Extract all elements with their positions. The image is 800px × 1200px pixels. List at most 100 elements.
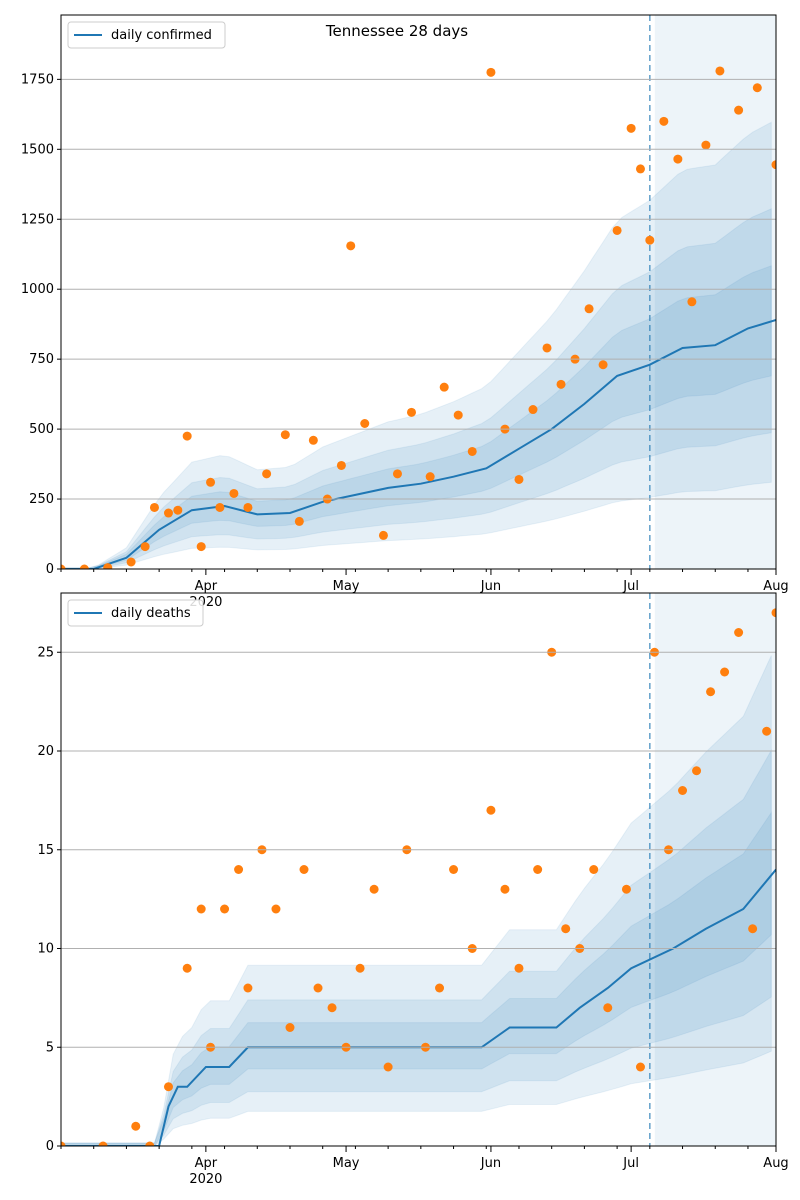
data-point bbox=[734, 105, 744, 115]
data-point bbox=[313, 983, 323, 993]
y-tick-label: 0 bbox=[46, 562, 54, 577]
data-point bbox=[626, 123, 636, 133]
uncertainty-band bbox=[61, 655, 772, 1146]
data-point bbox=[79, 564, 89, 569]
data-point bbox=[182, 963, 192, 973]
data-point bbox=[271, 904, 281, 914]
axes-frame bbox=[60, 14, 777, 570]
legend-label: daily confirmed bbox=[111, 28, 212, 43]
data-point bbox=[486, 67, 496, 77]
x-tick-label: Jun bbox=[480, 579, 501, 594]
data-point bbox=[173, 505, 183, 515]
data-point bbox=[435, 983, 445, 993]
y-tick-label: 1000 bbox=[21, 282, 54, 297]
data-point bbox=[196, 542, 206, 552]
data-point bbox=[467, 446, 477, 456]
legend: daily confirmed bbox=[67, 21, 226, 49]
data-point bbox=[163, 1082, 173, 1092]
plot-area bbox=[61, 593, 776, 1146]
data-point bbox=[378, 530, 388, 540]
data-point bbox=[327, 1003, 337, 1013]
data-point bbox=[715, 66, 725, 76]
data-point bbox=[598, 360, 608, 370]
y-tick-label: 1750 bbox=[21, 72, 54, 87]
data-point bbox=[61, 564, 66, 569]
data-point bbox=[163, 508, 173, 518]
data-point bbox=[229, 488, 239, 498]
y-tick-label: 750 bbox=[29, 352, 54, 367]
data-point bbox=[220, 904, 230, 914]
data-point bbox=[360, 419, 370, 429]
data-point bbox=[453, 410, 463, 420]
data-point bbox=[687, 297, 697, 307]
data-point bbox=[383, 1062, 393, 1072]
data-point bbox=[678, 786, 688, 795]
data-point bbox=[262, 469, 272, 479]
plot-area bbox=[61, 15, 776, 569]
data-point bbox=[734, 628, 744, 637]
data-point bbox=[748, 924, 758, 934]
data-point bbox=[486, 805, 496, 815]
data-point bbox=[692, 766, 702, 776]
forecast-region bbox=[654, 593, 776, 1146]
forecast-region bbox=[654, 15, 776, 569]
y-tick-label: 15 bbox=[37, 843, 54, 858]
data-point bbox=[500, 884, 510, 894]
data-point bbox=[612, 225, 622, 235]
legend: daily deaths bbox=[67, 599, 204, 627]
data-point bbox=[215, 502, 225, 512]
y-tick-label: 25 bbox=[37, 645, 54, 660]
legend-box bbox=[67, 599, 204, 627]
x-tick-label: Aug bbox=[763, 1156, 788, 1171]
data-point bbox=[140, 542, 150, 552]
data-point bbox=[706, 687, 716, 697]
x-tick-label: Jul bbox=[622, 579, 639, 594]
x-tick-label: Jun bbox=[480, 1156, 501, 1171]
data-point bbox=[533, 865, 543, 874]
y-tick-label: 20 bbox=[37, 744, 54, 759]
data-point bbox=[514, 963, 524, 973]
data-point bbox=[145, 1141, 155, 1146]
data-point bbox=[406, 407, 416, 417]
data-point bbox=[771, 608, 776, 618]
data-point bbox=[771, 160, 776, 170]
x-tick-label: Jul bbox=[622, 1156, 639, 1171]
data-point bbox=[234, 865, 244, 874]
data-point bbox=[449, 865, 459, 874]
data-point bbox=[369, 884, 379, 894]
data-point bbox=[299, 865, 309, 874]
legend-label: daily deaths bbox=[111, 606, 191, 621]
data-point bbox=[294, 516, 304, 526]
data-point bbox=[542, 343, 552, 353]
data-point bbox=[720, 667, 730, 677]
data-point bbox=[243, 502, 253, 512]
data-point bbox=[346, 241, 356, 251]
x-tick-label: Apr bbox=[195, 1156, 218, 1171]
chart-title: Tennessee 28 days bbox=[325, 22, 468, 40]
data-point bbox=[355, 963, 365, 973]
y-tick-label: 500 bbox=[29, 422, 54, 437]
axes-frame bbox=[60, 592, 777, 1147]
y-tick-label: 0 bbox=[46, 1139, 54, 1154]
x-tick-label: Apr bbox=[195, 579, 218, 594]
data-point bbox=[514, 474, 524, 484]
x-tick-label: May bbox=[333, 579, 360, 594]
data-point bbox=[645, 235, 655, 245]
data-point bbox=[149, 502, 159, 512]
uncertainty-band bbox=[61, 265, 772, 569]
data-point bbox=[336, 460, 346, 470]
data-point bbox=[131, 1121, 141, 1131]
data-point bbox=[556, 379, 566, 389]
x-tick-sublabel: 2020 bbox=[189, 1172, 222, 1187]
data-point bbox=[659, 116, 669, 126]
data-point bbox=[439, 382, 449, 392]
data-point bbox=[182, 431, 192, 441]
data-point bbox=[603, 1003, 613, 1013]
data-point bbox=[285, 1023, 295, 1032]
x-tick-label: Aug bbox=[763, 579, 788, 594]
data-point bbox=[425, 472, 435, 482]
data-point bbox=[280, 430, 290, 440]
y-tick-label: 250 bbox=[29, 492, 54, 507]
